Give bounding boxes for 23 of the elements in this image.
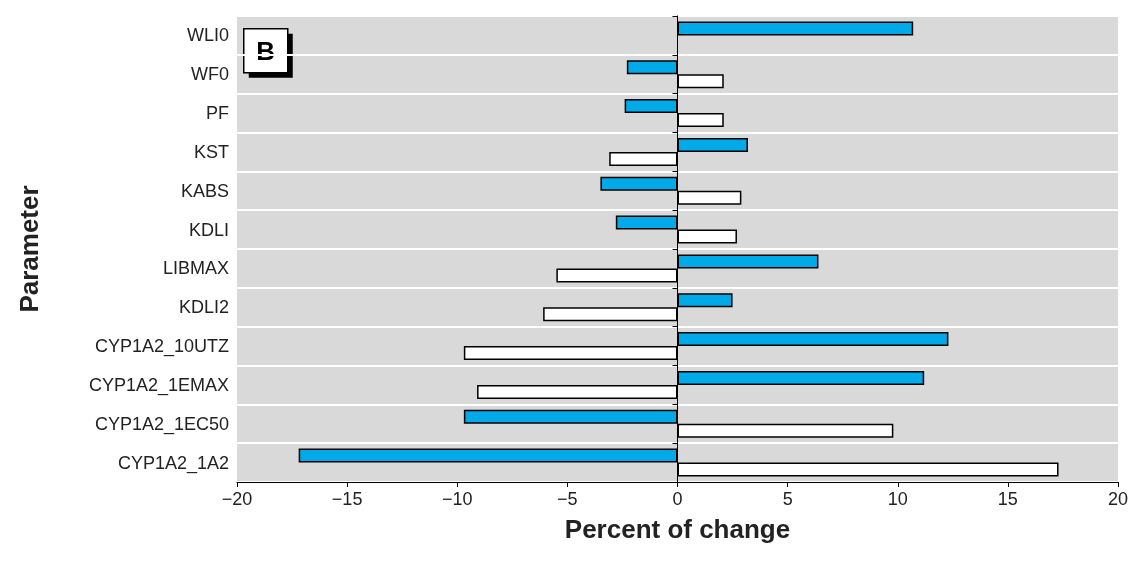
y-tick-label: KABS — [180, 180, 229, 201]
x-tick-label: 10 — [887, 489, 908, 509]
y-tick-label: CYP1A2_1A2 — [117, 452, 229, 474]
y-tick-label: WF0 — [191, 64, 229, 85]
y-tick-label: CYP1A2_1EC50 — [94, 413, 229, 435]
x-tick-label: 5 — [782, 489, 793, 509]
y-axis-title: Parameter — [14, 185, 44, 313]
y-tick-label: CYP1A2_10UTZ — [94, 336, 229, 358]
x-tick-label: 15 — [997, 489, 1018, 509]
x-tick-label: −10 — [441, 489, 473, 509]
y-tick-label: CYP1A2_1EMAX — [88, 374, 229, 396]
y-tick-label: WLI0 — [186, 25, 229, 46]
y-tick-label: KST — [193, 141, 229, 162]
x-tick-label: 0 — [672, 489, 683, 509]
x-axis-title: Percent of change — [564, 514, 791, 544]
x-tick-label: −15 — [331, 489, 363, 509]
x-tick-label: −5 — [557, 489, 578, 509]
x-tick-label: −20 — [221, 489, 253, 509]
y-tick-label: KDLI2 — [178, 297, 229, 318]
y-tick-label: PF — [205, 103, 229, 124]
y-tick-label: LIBMAX — [162, 258, 229, 279]
x-tick-label: 20 — [1107, 489, 1129, 509]
y-tick-label: KDLI — [188, 219, 229, 240]
